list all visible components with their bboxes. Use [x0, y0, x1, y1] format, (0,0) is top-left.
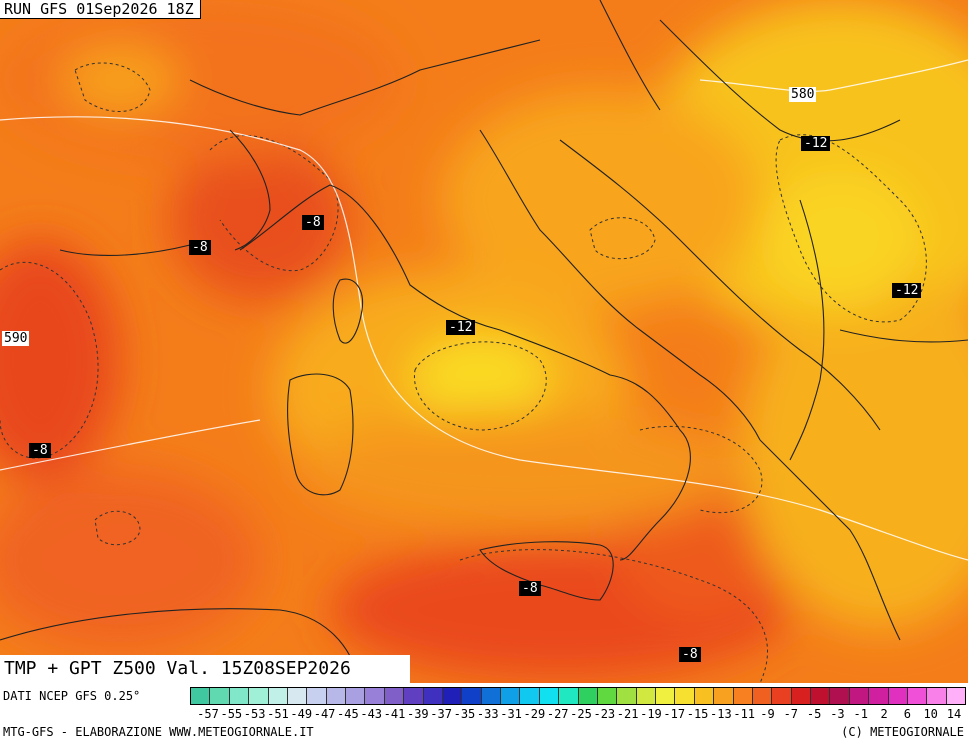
legend-swatch — [597, 688, 618, 704]
legend-tick-label: -55 — [220, 707, 243, 721]
tmp-label-france: -8 — [189, 240, 211, 255]
legend-swatch — [578, 688, 598, 704]
legend-tick-label: -25 — [570, 707, 592, 721]
legend-tick-label: 10 — [923, 707, 938, 721]
legend-tick-label: -47 — [313, 707, 336, 721]
legend-swatch — [229, 688, 250, 704]
legend-tick-label: -15 — [686, 707, 709, 721]
legend-tick-label: -39 — [406, 707, 429, 721]
legend-tick-label: -3 — [830, 707, 845, 721]
legend-swatch — [559, 688, 579, 704]
legend-swatch — [365, 688, 385, 704]
legend-swatch — [791, 688, 811, 704]
legend-tick-label: -13 — [710, 707, 732, 721]
legend-swatch — [927, 688, 947, 704]
tmp-label-ligurian: -8 — [302, 215, 324, 230]
legend-swatch — [268, 688, 288, 704]
legend-swatch — [423, 688, 443, 704]
legend-tick-label: -19 — [640, 707, 662, 721]
legend-tick-label: -5 — [806, 707, 822, 721]
tmp-label-balkans: -12 — [892, 283, 922, 298]
legend-swatch — [520, 688, 540, 704]
legend-tick-label: -9 — [760, 707, 775, 721]
legend-tick-label: -7 — [783, 707, 799, 721]
tmp-label-adriatic: -12 — [801, 136, 831, 151]
legend-swatch — [326, 688, 346, 704]
legend-swatch — [307, 688, 327, 704]
legend-swatch — [752, 688, 773, 704]
legend-tick-label: -53 — [243, 707, 266, 721]
legend-tick-label: -37 — [430, 707, 452, 721]
legend-swatch — [849, 688, 870, 704]
legend-tick-label: 2 — [880, 707, 888, 721]
legend-swatch — [636, 688, 656, 704]
legend-tick-label: -27 — [546, 707, 569, 721]
legend-swatch — [811, 688, 831, 704]
tmp-label-ionian: -8 — [679, 647, 701, 662]
legend-tick-label: 6 — [903, 707, 911, 721]
run-label: RUN GFS 01Sep2026 18Z — [0, 0, 201, 19]
legend-tick-label: -49 — [290, 707, 313, 721]
color-legend-bar — [190, 687, 966, 705]
gpt-label-590: 590 — [2, 331, 30, 346]
legend-tick-label: -35 — [453, 707, 476, 721]
legend-swatch — [694, 688, 715, 704]
legend-swatch — [869, 688, 889, 704]
temperature-field-map — [0, 0, 968, 683]
credits-left: MTG-GFS - ELABORAZIONE WWW.METEOGIORNALE… — [3, 725, 314, 739]
legend-swatch — [617, 688, 637, 704]
legend-swatch — [287, 688, 308, 704]
legend-tick-label: -45 — [337, 707, 359, 721]
legend-swatch — [539, 688, 560, 704]
legend-swatch — [384, 688, 405, 704]
tmp-label-rome: -12 — [446, 320, 476, 335]
legend-swatch — [462, 688, 482, 704]
legend-tick-label: -23 — [593, 707, 616, 721]
legend-tick-label: -57 — [197, 707, 219, 721]
tmp-label-sicily: -8 — [519, 581, 541, 596]
legend-swatch — [907, 688, 928, 704]
legend-swatch — [404, 688, 424, 704]
legend-swatch — [346, 688, 366, 704]
tmp-label-algeria: -8 — [29, 443, 51, 458]
legend-swatch — [888, 688, 908, 704]
legend-swatch — [210, 688, 230, 704]
weather-map[interactable]: RUN GFS 01Sep2026 18Z 580 590 -12 -8 -8 … — [0, 0, 968, 683]
legend-swatch — [481, 688, 501, 704]
legend-swatch — [249, 688, 269, 704]
legend-tick-label: -51 — [267, 707, 289, 721]
legend-swatch — [656, 688, 676, 704]
legend-swatch — [191, 688, 211, 704]
legend-swatch — [442, 688, 463, 704]
validity-label: TMP + GPT Z500 Val. 15Z08SEP2026 — [0, 655, 410, 683]
source-label: DATI NCEP GFS 0.25° — [3, 689, 141, 703]
legend-tick-label: -11 — [733, 707, 756, 721]
legend-tick-label: -21 — [616, 707, 639, 721]
legend-swatch — [772, 688, 792, 704]
legend-tick-label: -29 — [523, 707, 546, 721]
legend-swatch — [733, 688, 753, 704]
legend-swatch — [830, 688, 850, 704]
legend-tick-label: -17 — [663, 707, 686, 721]
color-legend-labels: -57 -55 -53 -51 -49 -47 -45 -43 -41 -39 -37 -35 -33-… — [190, 707, 966, 721]
legend-swatch — [946, 688, 965, 704]
legend-tick-label: -31 — [500, 707, 522, 721]
legend-tick-label: -33 — [476, 707, 499, 721]
legend-tick-label: -1 — [853, 707, 868, 721]
legend-swatch — [675, 688, 695, 704]
legend-swatch — [714, 688, 734, 704]
gpt-label-580: 580 — [789, 87, 817, 102]
legend-swatch — [501, 688, 521, 704]
legend-tick-label: -43 — [360, 707, 383, 721]
legend-tick-label: -41 — [383, 707, 406, 721]
legend-tick-label: 14 — [946, 707, 962, 721]
credits-right: (C) METEOGIORNALE — [841, 725, 964, 739]
